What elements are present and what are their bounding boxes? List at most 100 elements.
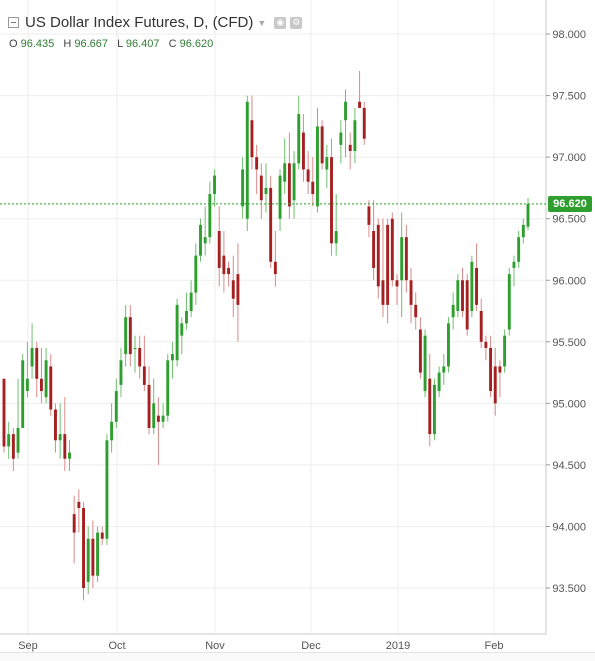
candle-body [503, 335, 507, 367]
price-axis[interactable]: 93.500 94.000 94.500 95.000 95.500 96.000 96.5… [546, 29, 586, 595]
candle-body [316, 126, 319, 207]
candle [414, 292, 418, 330]
y-tick-label: 93.500 [552, 583, 586, 595]
candle [498, 360, 502, 398]
candle-body [381, 280, 385, 305]
candle-body [442, 366, 446, 373]
candle-body [400, 237, 404, 281]
candle-body [278, 175, 282, 219]
gear-icon[interactable]: ⚙ [290, 16, 303, 29]
candle-body [30, 347, 34, 367]
candle-body [152, 403, 156, 428]
last-price-badge: 96.620 [548, 195, 592, 212]
candle-body [77, 501, 81, 508]
candle-body [386, 224, 390, 305]
candle [517, 231, 521, 268]
candle-body [414, 304, 418, 318]
candle-body [21, 360, 25, 428]
candle-body [199, 224, 202, 256]
candle [58, 403, 62, 459]
candle-body [189, 292, 193, 312]
candle-body [250, 120, 254, 158]
candle-body [283, 163, 287, 182]
candle [451, 292, 455, 330]
ohlc-readout: O 96.435 H 96.667 L 96.407 C 96.620 [9, 38, 219, 50]
candle [96, 526, 100, 582]
candle [409, 267, 413, 324]
candle [175, 298, 179, 367]
candle [390, 212, 394, 287]
y-tick-label: 95.000 [552, 398, 586, 410]
candle [44, 347, 48, 404]
candle [316, 107, 319, 213]
candle [465, 274, 469, 336]
candle-body [325, 157, 329, 170]
candle [166, 354, 170, 422]
grid [0, 0, 546, 634]
chevron-down-icon[interactable]: ▼ [257, 17, 267, 28]
candle-body [133, 347, 137, 349]
candle [503, 329, 507, 373]
candle [423, 329, 427, 398]
candle-body [58, 434, 62, 441]
candle [86, 526, 90, 595]
candle [100, 526, 104, 545]
candle-body [25, 378, 29, 392]
candle [470, 255, 474, 318]
candle-body [39, 378, 43, 392]
candle [367, 200, 371, 238]
candle-body [301, 132, 305, 170]
time-axis[interactable]: Sep Oct Nov Dec 2019 Feb [18, 640, 503, 652]
ohlc-high: H 96.667 [63, 38, 109, 50]
y-tick-label: 94.500 [552, 460, 586, 472]
candle-body [372, 231, 376, 268]
candle-body [390, 218, 394, 281]
candle-body [428, 378, 432, 435]
candle [311, 157, 315, 207]
candle [250, 95, 254, 170]
candle [231, 255, 235, 318]
candle [11, 427, 15, 472]
candle [330, 138, 333, 256]
x-tick-label: Sep [18, 640, 38, 652]
candle-body [175, 304, 179, 361]
candle [119, 347, 123, 398]
candle-body [100, 532, 104, 539]
candle-body [273, 261, 277, 275]
collapse-icon[interactable] [8, 17, 19, 28]
candle [432, 378, 436, 441]
candle [259, 163, 263, 219]
eye-icon[interactable]: ◉ [274, 16, 287, 29]
y-tick-label: 97.500 [552, 91, 586, 103]
candle-body [320, 126, 324, 164]
candle-body [119, 360, 123, 385]
candle-body [166, 360, 170, 416]
candle [49, 354, 53, 416]
candle-body [82, 507, 85, 588]
candle [68, 440, 71, 472]
candle [418, 317, 422, 379]
bottom-toolbar[interactable] [0, 652, 595, 661]
candle [245, 95, 249, 232]
candle-body [334, 231, 338, 244]
candle-body [11, 434, 15, 459]
candle-body [245, 101, 249, 219]
candle-body [227, 267, 231, 275]
candle-body [91, 538, 95, 576]
candle [381, 218, 385, 318]
candle [194, 243, 198, 305]
candle [348, 132, 352, 170]
candle [372, 200, 376, 281]
candle-body [353, 120, 357, 151]
candle [386, 218, 390, 324]
candle-body [217, 231, 221, 268]
candle-body [180, 323, 184, 336]
candle [203, 206, 207, 256]
candle [114, 378, 118, 428]
candle-body [222, 255, 226, 275]
chart-header: US Dollar Index Futures, D, (CFD) ▼ ◉ ⚙ [8, 14, 306, 31]
candle [63, 397, 67, 472]
candle-body [507, 274, 511, 330]
candle-body [110, 421, 114, 441]
